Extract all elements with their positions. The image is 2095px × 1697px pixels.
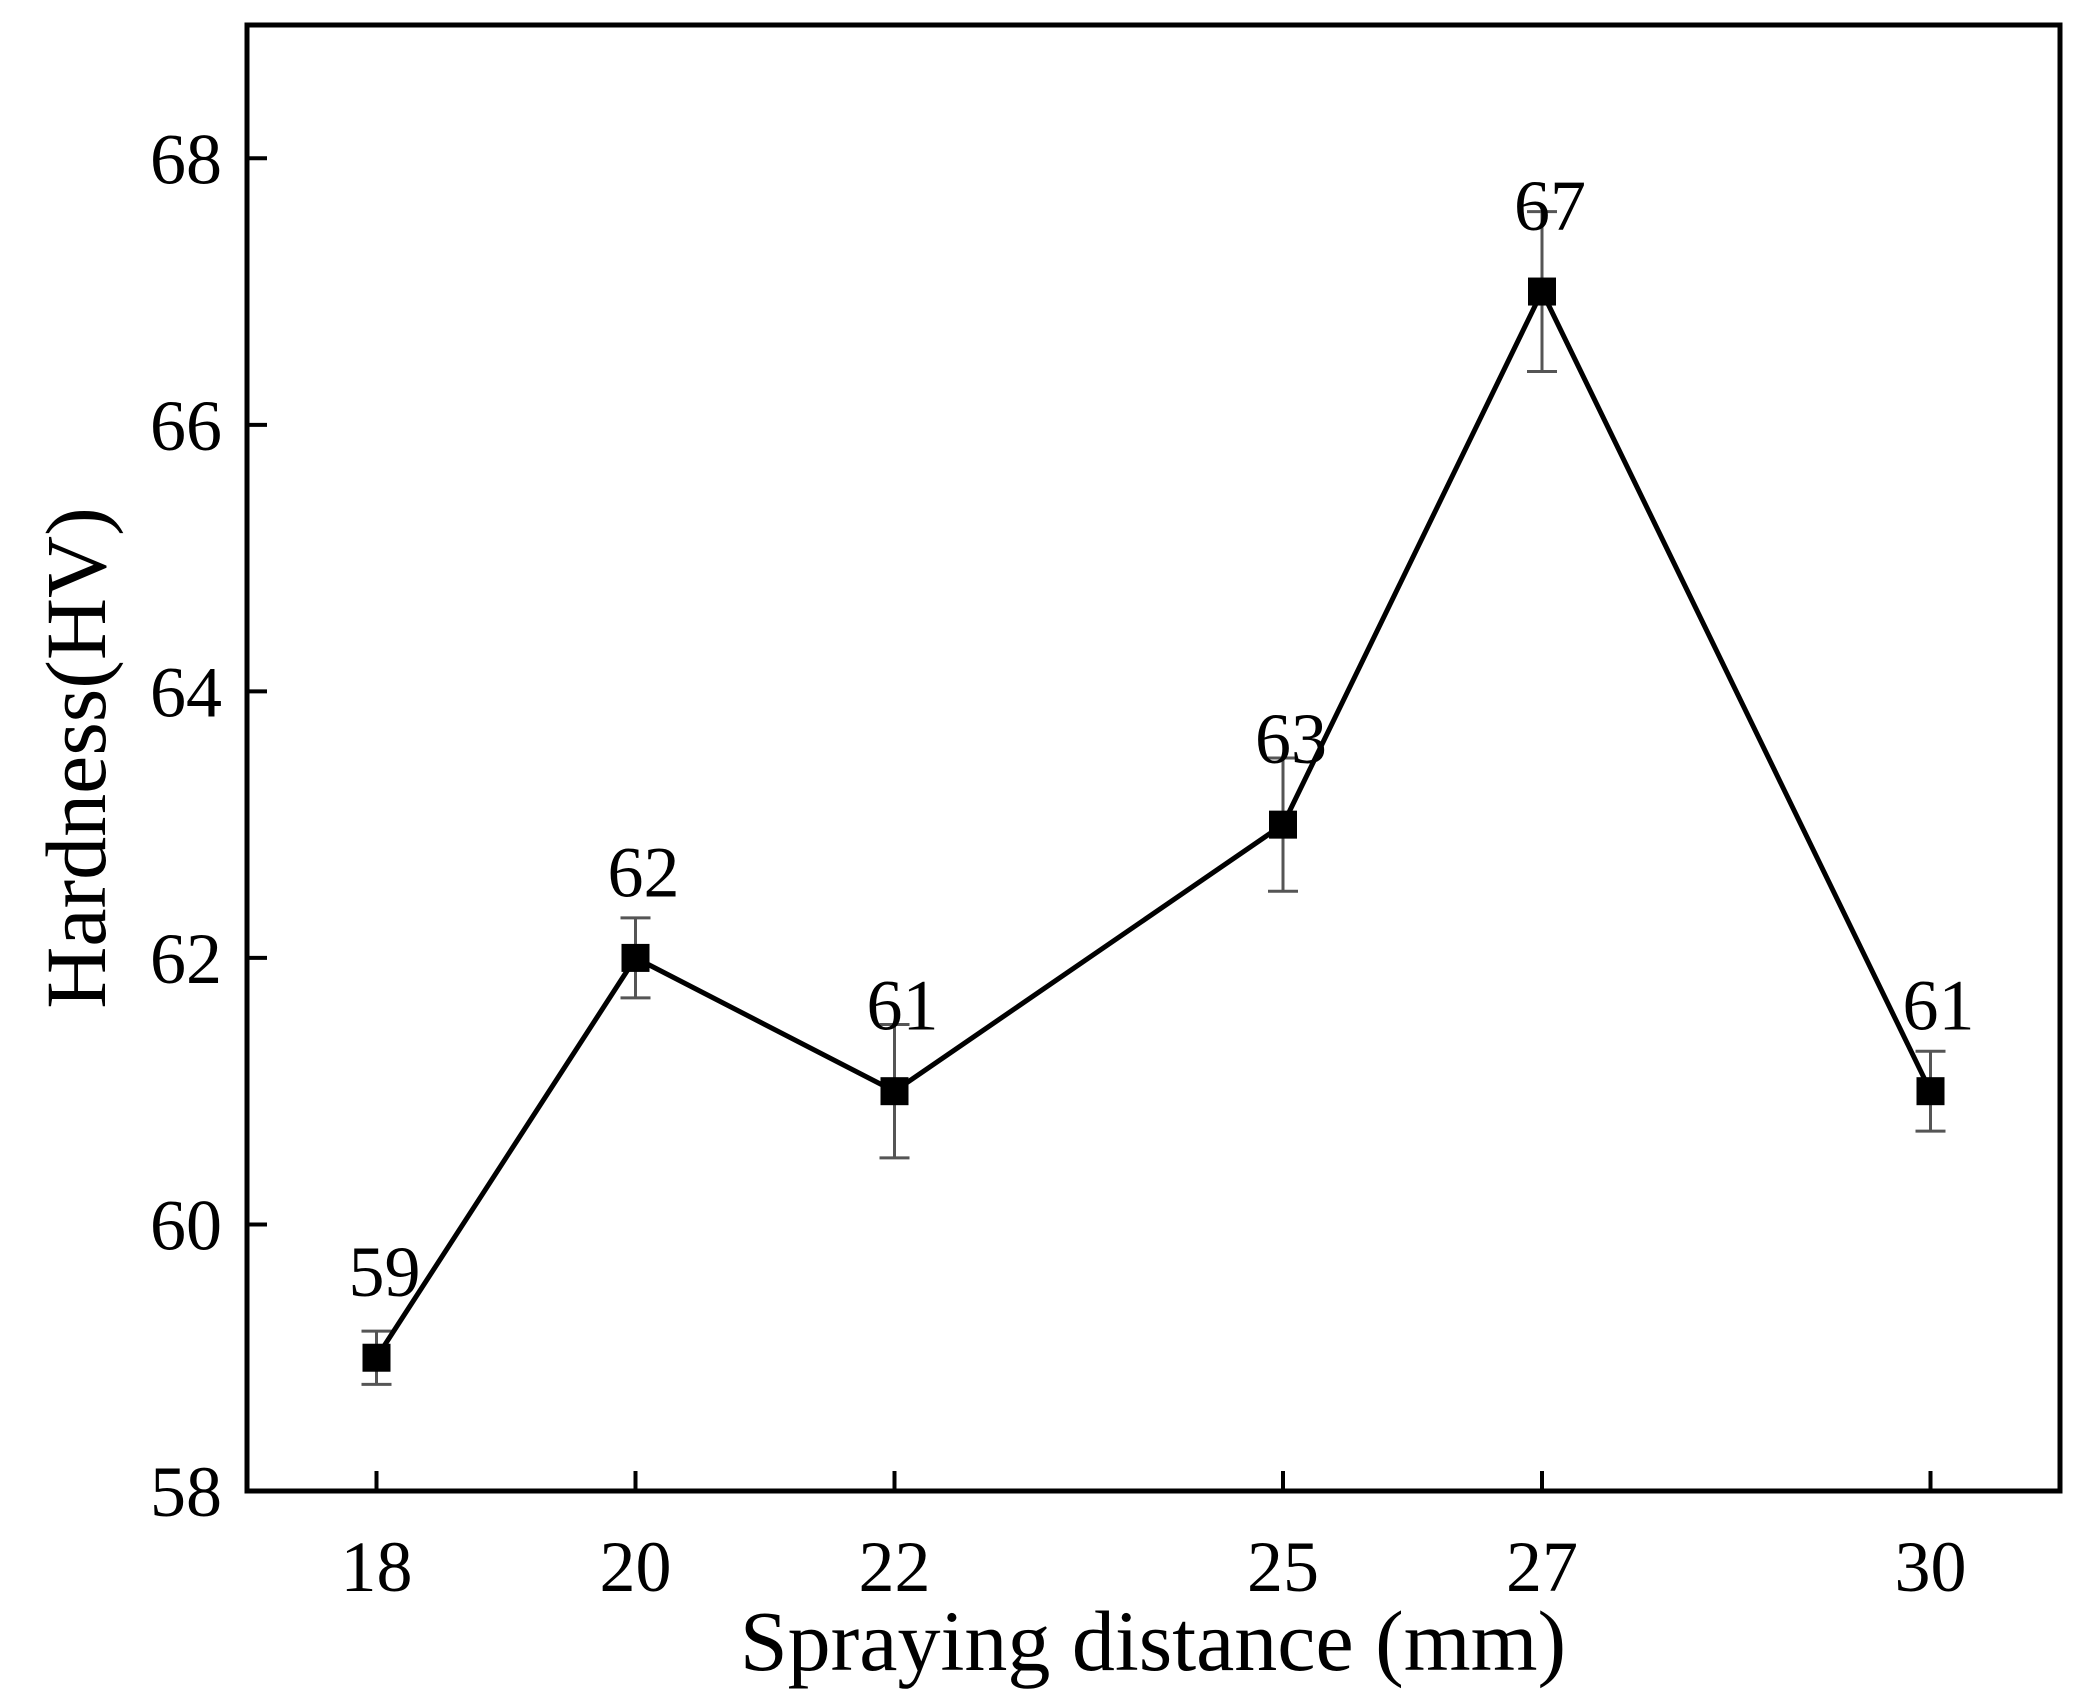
data-point-marker xyxy=(362,1343,391,1372)
data-markers xyxy=(362,277,1945,1372)
data-point-marker xyxy=(880,1077,909,1106)
data-point-marker xyxy=(1916,1077,1945,1106)
x-tick-label: 25 xyxy=(1247,1527,1319,1607)
data-labels: 59 62 61 63 67 61 xyxy=(349,166,1975,1312)
x-tick-label: 18 xyxy=(341,1527,413,1607)
data-point-marker xyxy=(621,943,650,972)
x-axis-ticks: 18 20 22 25 27 30 xyxy=(341,1471,1967,1607)
y-tick-label: 58 xyxy=(150,1452,222,1532)
x-tick-label: 20 xyxy=(600,1527,672,1607)
x-tick-label: 22 xyxy=(859,1527,931,1607)
y-axis-ticks: 58 60 62 64 66 68 xyxy=(150,119,267,1532)
plot-frame xyxy=(244,22,2063,1494)
y-tick-label: 60 xyxy=(150,1185,222,1265)
error-bars xyxy=(361,210,1946,1386)
data-point-label: 62 xyxy=(608,832,680,912)
y-tick-label: 62 xyxy=(150,919,222,999)
data-point-label: 63 xyxy=(1255,699,1327,779)
data-point-marker xyxy=(1528,277,1556,306)
x-tick-label: 30 xyxy=(1895,1527,1967,1607)
x-axis-title: Spraying distance (mm) xyxy=(740,1593,1566,1689)
hardness-series-line xyxy=(374,289,1933,1360)
y-axis-title: Hardness(HV) xyxy=(28,507,124,1009)
data-point-label: 59 xyxy=(349,1232,421,1312)
data-point-label: 61 xyxy=(867,966,939,1046)
y-tick-label: 66 xyxy=(150,386,222,466)
data-point-label: 61 xyxy=(1903,966,1975,1046)
y-tick-label: 68 xyxy=(150,119,222,199)
x-tick-label: 27 xyxy=(1506,1527,1578,1607)
y-tick-label: 64 xyxy=(150,652,222,732)
data-point-label: 67 xyxy=(1514,166,1586,246)
data-point-marker xyxy=(1269,810,1297,839)
